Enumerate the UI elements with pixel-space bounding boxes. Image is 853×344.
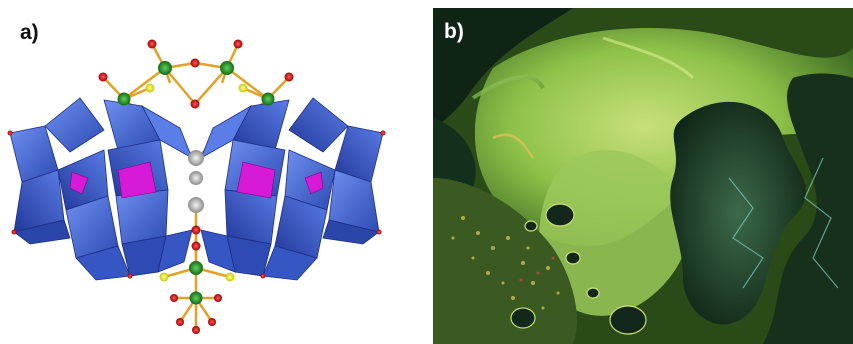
panel-a: a) [0,0,410,344]
micrograph-image [433,8,853,344]
magenta-units [69,161,324,199]
droplets [510,203,647,335]
structure-model-image [7,39,386,334]
panel-b: b) [433,8,853,344]
panel-b-label: b) [444,20,464,43]
granular-texture [451,216,560,310]
atoms [7,39,386,334]
panel-a-label: a) [20,21,39,44]
